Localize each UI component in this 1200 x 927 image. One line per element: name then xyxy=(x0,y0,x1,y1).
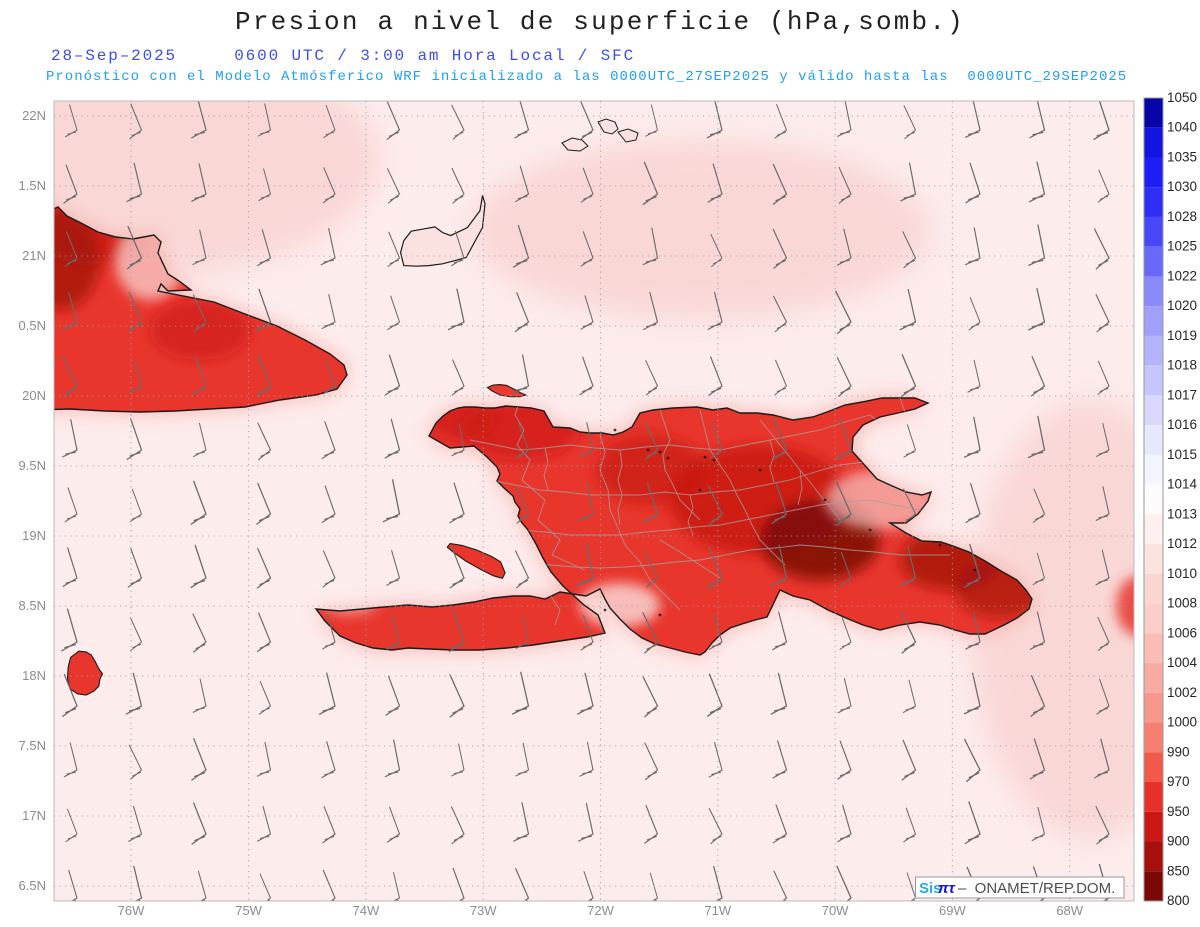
svg-text:πτ: πτ xyxy=(938,880,956,897)
svg-text:69W: 69W xyxy=(939,903,966,918)
svg-text:1040: 1040 xyxy=(1167,120,1197,135)
svg-text:76W: 76W xyxy=(118,903,145,918)
svg-text:72W: 72W xyxy=(587,903,614,918)
svg-text:19N: 19N xyxy=(22,528,46,543)
svg-text:22N: 22N xyxy=(22,108,46,123)
svg-text:1025: 1025 xyxy=(1167,239,1197,254)
svg-text:1035: 1035 xyxy=(1167,149,1197,164)
svg-text:800: 800 xyxy=(1167,893,1190,908)
svg-text:1028: 1028 xyxy=(1167,209,1197,224)
svg-text:1019: 1019 xyxy=(1167,328,1197,343)
svg-text:6.5N: 6.5N xyxy=(19,878,46,893)
svg-text:1030: 1030 xyxy=(1167,179,1197,194)
svg-text:1050: 1050 xyxy=(1167,90,1197,105)
svg-text:1012: 1012 xyxy=(1167,536,1197,551)
svg-text:1004: 1004 xyxy=(1167,655,1198,670)
svg-text:8.5N: 8.5N xyxy=(19,598,46,613)
svg-text:1002: 1002 xyxy=(1167,685,1197,700)
svg-text:950: 950 xyxy=(1167,804,1190,819)
svg-text:1006: 1006 xyxy=(1167,625,1197,640)
svg-text:21N: 21N xyxy=(22,248,46,263)
svg-text:1.5N: 1.5N xyxy=(19,178,46,193)
svg-text:1018: 1018 xyxy=(1167,358,1197,373)
svg-text:1013: 1013 xyxy=(1167,506,1197,521)
svg-text:0.5N: 0.5N xyxy=(19,318,46,333)
svg-text:18N: 18N xyxy=(22,668,46,683)
svg-text:990: 990 xyxy=(1167,744,1190,759)
svg-text:71W: 71W xyxy=(704,903,731,918)
svg-text:850: 850 xyxy=(1167,863,1190,878)
svg-text:– ONAMET/REP.DOM.: – ONAMET/REP.DOM. xyxy=(958,880,1115,897)
svg-text:7.5N: 7.5N xyxy=(19,738,46,753)
svg-text:17N: 17N xyxy=(22,808,46,823)
svg-text:20N: 20N xyxy=(22,388,46,403)
svg-text:70W: 70W xyxy=(822,903,849,918)
svg-text:9.5N: 9.5N xyxy=(19,458,46,473)
svg-text:68W: 68W xyxy=(1056,903,1083,918)
svg-text:970: 970 xyxy=(1167,774,1190,789)
svg-text:1000: 1000 xyxy=(1167,715,1197,730)
svg-text:1015: 1015 xyxy=(1167,447,1197,462)
svg-text:73W: 73W xyxy=(470,903,497,918)
svg-text:1016: 1016 xyxy=(1167,417,1197,432)
svg-text:1010: 1010 xyxy=(1167,566,1197,581)
svg-text:74W: 74W xyxy=(353,903,380,918)
svg-text:1022: 1022 xyxy=(1167,268,1197,283)
svg-text:1020: 1020 xyxy=(1167,298,1197,313)
svg-text:1017: 1017 xyxy=(1167,387,1197,402)
svg-text:75W: 75W xyxy=(235,903,262,918)
svg-text:900: 900 xyxy=(1167,834,1190,849)
svg-text:1008: 1008 xyxy=(1167,596,1197,611)
svg-text:1014: 1014 xyxy=(1167,477,1198,492)
